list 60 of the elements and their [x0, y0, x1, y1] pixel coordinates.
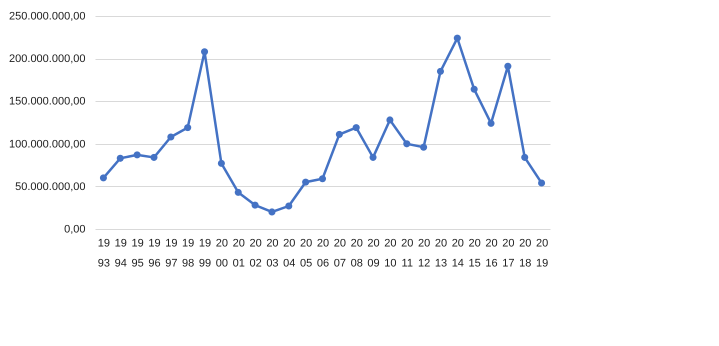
x-tick-label: 2015 — [468, 238, 481, 270]
y-tick-label: 50.000.000,00 — [15, 180, 86, 193]
point — [302, 178, 310, 186]
point — [116, 154, 124, 162]
x-tick-label: 1999 — [198, 238, 212, 270]
y-tick-label: 200.000.000,00 — [9, 53, 86, 66]
point — [150, 154, 158, 161]
point — [352, 124, 360, 132]
point — [218, 160, 225, 167]
point — [386, 116, 394, 124]
x-tick-label: 2014 — [452, 238, 464, 270]
point — [318, 175, 326, 182]
point — [470, 86, 478, 93]
point — [454, 34, 461, 42]
point — [538, 179, 546, 187]
point — [504, 62, 512, 70]
point — [420, 144, 428, 151]
x-tick-label: 2011 — [401, 238, 414, 270]
x-tick-label: 1998 — [182, 238, 194, 270]
point — [521, 154, 528, 161]
x-tick-label: 2003 — [266, 238, 279, 270]
x-tick-label: 2000 — [216, 238, 228, 270]
y-tick-label: 100.000.000,00 — [9, 138, 86, 150]
x-tick-label: 1995 — [132, 238, 144, 270]
point — [100, 174, 107, 182]
y-tick-label: 0,00 — [64, 224, 86, 236]
x-tick-label: 2005 — [300, 238, 312, 270]
x-tick-label: 2002 — [249, 238, 262, 270]
point — [268, 208, 276, 216]
point — [134, 151, 141, 158]
point — [252, 202, 259, 209]
x-tick-label: 2010 — [384, 238, 397, 270]
x-tick-label: 2001 — [232, 238, 245, 270]
x-tick-label: 2004 — [283, 238, 296, 270]
x-tick-label: 2006 — [316, 238, 330, 270]
point — [487, 120, 495, 127]
x-tick-label: 1993 — [98, 238, 110, 270]
y-tick-label: 150.000.000,00 — [9, 96, 86, 108]
point — [403, 140, 410, 148]
x-tick-label: 1997 — [165, 238, 178, 270]
x-tick-label: 2016 — [485, 238, 498, 270]
point — [201, 48, 208, 56]
point — [370, 154, 377, 161]
x-tick-label: 2017 — [502, 238, 514, 270]
point — [285, 202, 292, 210]
x-tick-label: 1996 — [148, 238, 161, 270]
x-tick-label: 2007 — [334, 238, 346, 270]
x-tick-label: 2012 — [418, 238, 430, 270]
x-tick-label: 1994 — [114, 238, 127, 270]
point — [184, 124, 192, 132]
x-tick-label: 2018 — [519, 238, 532, 270]
x-tick-label: 2013 — [434, 238, 448, 270]
point — [336, 130, 343, 138]
point — [234, 188, 242, 196]
point — [436, 68, 444, 75]
x-tick-label: 2009 — [367, 238, 380, 270]
x-tick-label: 2019 — [536, 238, 548, 270]
x-tick-label: 2008 — [350, 238, 363, 270]
y-tick-label: 250.000.000,00 — [9, 10, 86, 22]
point — [167, 133, 174, 141]
